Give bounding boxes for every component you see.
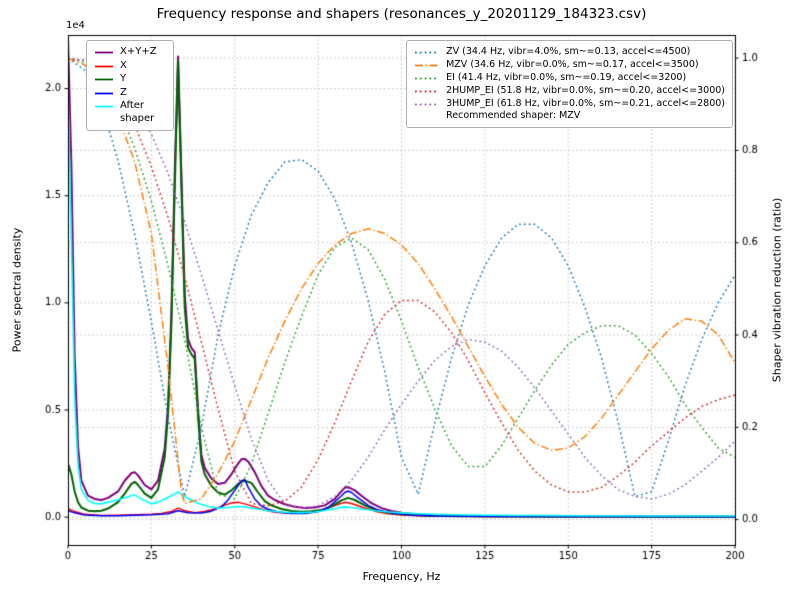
legend-item: MZV (34.6 Hz, vibr=0.0%, sm~=0.17, accel… — [414, 59, 725, 71]
legend-item: Recommended shaper: MZV — [446, 110, 725, 122]
legend-shapers: ZV (34.4 Hz, vibr=4.0%, sm~=0.13, accel<… — [406, 40, 733, 129]
legend-line-swatch — [95, 65, 113, 67]
legend-label: EI (41.4 Hz, vibr=0.0%, sm~=0.19, accel<… — [446, 71, 687, 83]
legend-label: 3HUMP_EI (61.8 Hz, vibr=0.0%, sm~=0.21, … — [446, 97, 725, 109]
legend-line-swatch — [95, 78, 113, 81]
legend-item: 2HUMP_EI (51.8 Hz, vibr=0.0%, sm~=0.20, … — [414, 85, 725, 97]
y-axis-label-left: Power spectral density — [10, 227, 24, 353]
legend-label: X — [120, 59, 127, 71]
legend-label: After shaper — [120, 100, 155, 124]
legend-line-swatch — [95, 105, 113, 108]
legend-item: X+Y+Z — [94, 46, 166, 59]
legend-item: Z — [94, 87, 166, 100]
recommended-shaper-label: Recommended shaper: MZV — [446, 110, 581, 122]
legend-line-swatch — [415, 103, 440, 105]
legend-line-swatch — [415, 64, 440, 67]
legend-label: MZV (34.6 Hz, vibr=0.0%, sm~=0.17, accel… — [446, 58, 699, 70]
y-axis-label-right: Shaper vibration reduction (ratio) — [770, 197, 784, 383]
legend-line-swatch — [415, 77, 440, 80]
legend-item: ZV (34.4 Hz, vibr=4.0%, sm~=0.13, accel<… — [414, 46, 725, 58]
legend-line-swatch — [95, 51, 113, 54]
legend-line-swatch — [415, 51, 440, 54]
x-axis-label: Frequency, Hz — [362, 570, 441, 583]
legend-item: Y — [94, 73, 166, 86]
legend-line-swatch — [415, 90, 440, 93]
legend-item: 3HUMP_EI (61.8 Hz, vibr=0.0%, sm~=0.21, … — [414, 98, 725, 110]
legend-label: Y — [120, 73, 127, 84]
legend-label: X+Y+Z — [120, 46, 157, 57]
legend-label: ZV (34.4 Hz, vibr=4.0%, sm~=0.13, accel<… — [446, 46, 691, 57]
axis-offset-label: 1e4 — [66, 20, 85, 31]
legend-label: 2HUMP_EI (51.8 Hz, vibr=0.0%, sm~=0.20, … — [446, 84, 725, 96]
legend-psd: X+Y+Z X Y Z After shaper — [86, 40, 174, 131]
legend-item: X — [94, 60, 166, 73]
legend-item: EI (41.4 Hz, vibr=0.0%, sm~=0.19, accel<… — [414, 72, 725, 84]
chart-title: Frequency response and shapers (resonanc… — [156, 6, 647, 22]
legend-line-swatch — [95, 92, 113, 94]
legend-label: Z — [120, 86, 127, 98]
legend-item: After shaper — [94, 100, 166, 125]
